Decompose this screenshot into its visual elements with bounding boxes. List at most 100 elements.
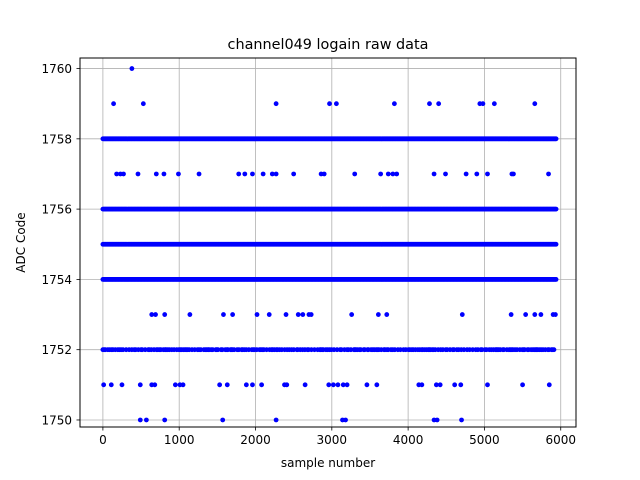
data-point <box>480 101 486 107</box>
data-point <box>326 382 332 388</box>
x-tick-label: 0 <box>99 433 107 447</box>
data-point <box>344 382 350 388</box>
data-point <box>433 382 439 388</box>
data-point <box>187 312 193 317</box>
data-point <box>162 417 168 423</box>
data-points <box>100 66 559 423</box>
x-tick-label: 6000 <box>545 433 576 447</box>
data-point <box>176 171 181 177</box>
data-point <box>129 66 135 71</box>
data-point <box>327 101 332 107</box>
data-point <box>538 312 544 317</box>
data-point <box>269 171 275 177</box>
data-point <box>295 312 301 317</box>
data-point <box>335 382 341 388</box>
data-point <box>152 382 158 388</box>
data-point <box>221 312 226 317</box>
data-point <box>546 382 552 388</box>
data-point <box>302 382 308 388</box>
data-point <box>250 171 255 177</box>
data-point <box>260 171 266 177</box>
data-point <box>121 171 126 177</box>
data-point <box>250 382 255 388</box>
data-point <box>111 101 116 107</box>
data-point <box>349 312 355 317</box>
data-point <box>532 312 538 317</box>
data-point <box>474 171 480 177</box>
data-point <box>284 382 290 388</box>
data-point <box>374 382 380 388</box>
data-point <box>431 171 437 177</box>
data-point <box>236 171 242 177</box>
data-point <box>135 171 141 177</box>
data-point <box>266 312 272 317</box>
data-point <box>375 312 381 317</box>
data-point <box>220 417 226 423</box>
data-point <box>553 277 559 282</box>
data-point <box>273 171 279 177</box>
x-tick-label: 4000 <box>393 433 424 447</box>
data-point <box>485 382 490 388</box>
x-tick-label: 1000 <box>164 433 195 447</box>
data-point <box>143 417 149 423</box>
data-point <box>352 171 358 177</box>
data-point <box>523 312 529 317</box>
data-point <box>153 171 159 177</box>
y-tick-label: 1754 <box>41 273 72 287</box>
chart-title: channel049 logain raw data <box>228 37 429 53</box>
data-point <box>230 312 236 317</box>
data-point <box>394 171 400 177</box>
data-point <box>532 101 538 107</box>
data-point <box>458 382 464 388</box>
data-point <box>437 382 443 388</box>
data-point <box>259 382 265 388</box>
data-point <box>273 417 279 423</box>
y-tick-label: 1758 <box>41 132 72 146</box>
data-point <box>217 382 223 388</box>
data-point <box>162 312 168 317</box>
data-point <box>108 382 114 388</box>
data-point <box>553 241 559 247</box>
data-point <box>321 171 327 177</box>
data-point <box>378 171 384 177</box>
data-point <box>343 417 348 423</box>
data-point <box>443 171 448 177</box>
data-point <box>196 171 202 177</box>
data-point <box>273 101 279 107</box>
data-point <box>243 382 249 388</box>
data-point <box>114 171 120 177</box>
data-point <box>172 382 178 388</box>
data-point <box>340 382 346 388</box>
data-point <box>390 171 396 177</box>
data-point <box>551 347 557 353</box>
data-point <box>291 171 297 177</box>
data-point <box>137 417 143 423</box>
data-point <box>224 382 230 388</box>
y-tick-label: 1760 <box>41 62 72 76</box>
data-point <box>137 382 143 388</box>
data-point <box>119 382 125 388</box>
data-point <box>459 312 465 317</box>
data-point <box>452 382 458 388</box>
data-point <box>511 171 516 177</box>
x-tick-label: 3000 <box>317 433 348 447</box>
data-point <box>419 382 425 388</box>
data-point <box>391 101 397 107</box>
data-point <box>101 382 107 388</box>
x-axis-label: sample number <box>281 456 375 470</box>
data-point <box>553 312 558 317</box>
data-point <box>364 382 370 388</box>
data-point <box>508 312 514 317</box>
data-point <box>463 171 469 177</box>
data-point <box>385 171 391 177</box>
data-point <box>491 101 497 107</box>
data-point <box>384 312 390 317</box>
data-point <box>180 382 186 388</box>
y-axis-label: ADC Code <box>14 212 28 272</box>
data-point <box>308 312 314 317</box>
data-point <box>520 382 525 388</box>
x-tick-label: 5000 <box>469 433 500 447</box>
x-tick-label: 2000 <box>240 433 271 447</box>
data-point <box>242 171 248 177</box>
